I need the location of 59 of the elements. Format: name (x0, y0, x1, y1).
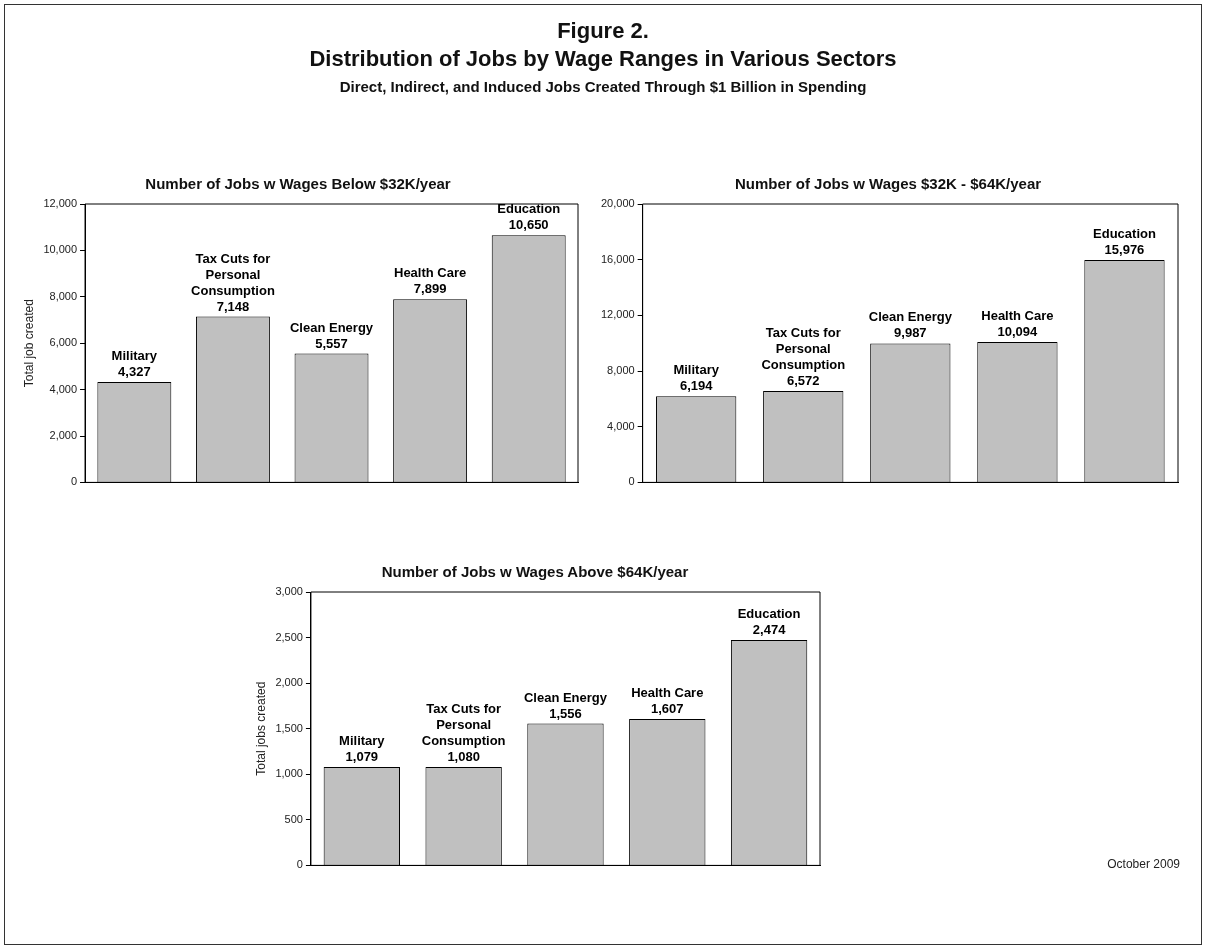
category-label: Military (673, 362, 719, 378)
y-tick-label: 3,000 (275, 585, 303, 598)
data-label: 6,572 (786, 373, 820, 388)
text: Distribution of Jobs by Wage Ranges in Various Sectors (308, 46, 898, 72)
category-label: Tax Cuts for Personal Consumption (191, 250, 275, 298)
category-label: Health Care (393, 265, 467, 281)
category-label: Health Care (631, 685, 704, 701)
y-tick-label: 12,000 (600, 308, 635, 321)
data-label: 1,607 (651, 701, 684, 717)
y-tick-label: 6,000 (49, 336, 78, 349)
category-label: Military (339, 733, 385, 749)
y-tick-label: 0 (296, 858, 303, 871)
y-tick-label: 16,000 (600, 252, 635, 265)
y-tick-label: 10,000 (43, 243, 78, 256)
y-tick-label: 2,000 (49, 429, 78, 442)
y-tick-label: 4,000 (49, 382, 78, 395)
data-label: 9,987 (894, 325, 927, 341)
y-tick-label: 1,500 (275, 721, 303, 734)
y-axis-title: Total jobs created (253, 681, 268, 776)
text: Direct, Indirect, and Induced Jobs Created Through $1 Billion in Spending (338, 78, 868, 95)
text: October 2009 (1107, 857, 1180, 871)
data-label: 4,327 (118, 364, 151, 380)
y-tick-label: 0 (70, 475, 78, 488)
data-label: 1,556 (549, 705, 582, 721)
category-label: Education (497, 201, 561, 217)
category-label: Health Care (981, 307, 1054, 323)
data-label: 7,148 (216, 298, 250, 314)
y-tick-label: 8,000 (607, 364, 635, 377)
y-tick-label: 2,000 (275, 676, 303, 689)
category-label: Tax Cuts for Personal Consumption (421, 701, 506, 749)
data-label: 10,094 (997, 323, 1039, 339)
chart-title: Number of Jobs w Wages Above $64K/year (381, 563, 689, 581)
y-tick-label: 20,000 (600, 197, 635, 210)
category-label: Tax Cuts for Personal Consumption (761, 325, 846, 372)
data-label: 1,080 (447, 749, 480, 765)
data-label: 6,194 (679, 378, 714, 394)
data-label: 7,899 (413, 281, 447, 297)
data-label: 5,557 (315, 335, 348, 351)
y-tick-label: 4,000 (607, 419, 635, 432)
y-tick-label: 2,500 (275, 630, 303, 643)
category-label: Clean Energy (523, 689, 608, 705)
y-tick-label: 8,000 (49, 289, 78, 302)
category-label: Education (737, 606, 801, 622)
category-label: Military (111, 348, 158, 364)
data-label: 2,474 (752, 622, 787, 638)
data-label: 1,079 (345, 749, 379, 765)
chart-title: Number of Jobs w Wages Below $32K/year (145, 175, 451, 193)
chart-title: Number of Jobs w Wages $32K - $64K/year (734, 175, 1042, 193)
category-label: Clean Energy (868, 309, 952, 325)
y-tick-label: 0 (628, 475, 635, 488)
y-axis-title: Total job created (21, 299, 36, 388)
y-tick-label: 500 (284, 812, 303, 825)
caption: Figure 2. (556, 18, 650, 44)
category-label: Education (1093, 226, 1156, 242)
y-tick-label: 1,000 (275, 767, 303, 780)
data-label: 15,976 (1104, 242, 1145, 258)
data-label: 10,650 (508, 217, 549, 233)
category-label: Clean Energy (289, 319, 374, 335)
y-tick-label: 12,000 (43, 197, 78, 210)
